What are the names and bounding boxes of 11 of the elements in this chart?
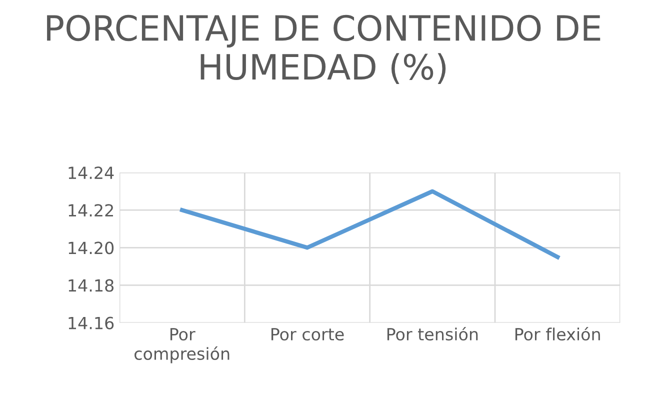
x-tick-label: Por compresión [134,328,230,364]
x-tick-label: Por tensión [387,326,478,341]
y-tick-label: 14.22 [68,204,113,216]
y-tick-label: 14.16 [68,316,114,330]
chart-title: PORCENTAJE DE CONTENIDO DE HUMEDAD (%) [47,14,600,84]
y-tick-label: 14.18 [68,279,114,292]
y-tick-label: 14.20 [68,242,114,254]
x-tick-label: Por corte [271,328,344,341]
x-tick-label: Por flexión [515,326,600,341]
line-series [180,189,560,260]
y-tick-label: 14.24 [68,166,114,179]
